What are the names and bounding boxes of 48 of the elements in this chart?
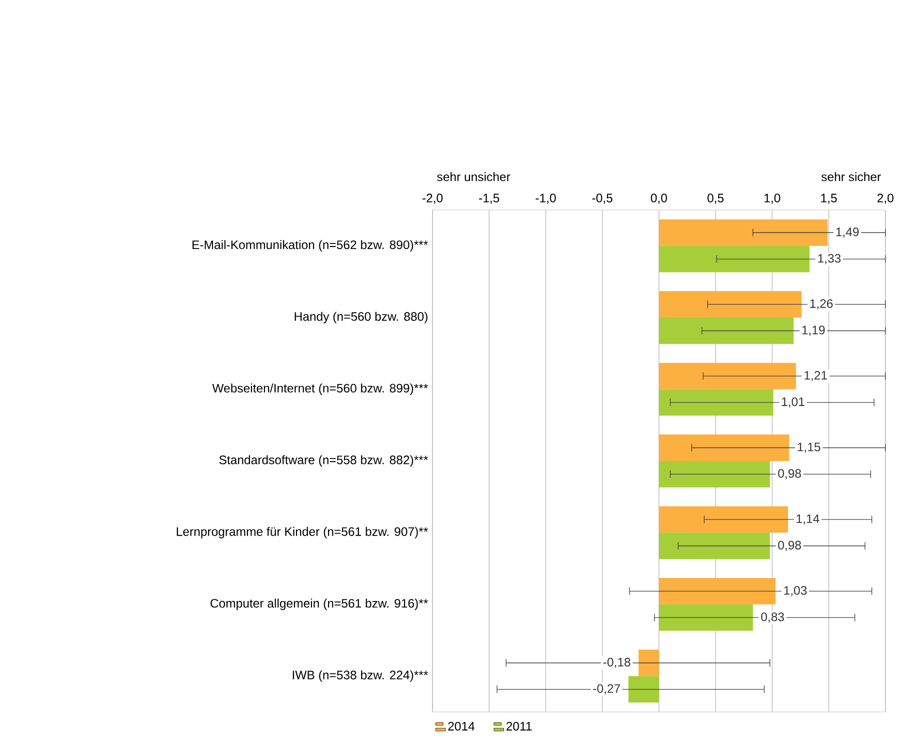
data-label: 1,21 — [804, 370, 827, 382]
data-label: 1,14 — [796, 514, 820, 524]
data-label: 0,83 — [761, 612, 784, 623]
data-label: 1,19 — [802, 326, 825, 336]
x-tick-label: 0,0 — [650, 194, 667, 204]
x-tick-label: -0,5 — [592, 194, 612, 204]
legend-label: 2014 — [448, 722, 475, 731]
bar — [658, 291, 802, 318]
data-label: 1,03 — [784, 586, 807, 596]
bar — [658, 362, 796, 390]
bar — [658, 219, 828, 246]
x-tick-label: 1,5 — [821, 194, 837, 204]
data-label: -0,18 — [603, 658, 630, 668]
bar — [658, 460, 770, 488]
y-tick-label: E-Mail-Kommunikation (n=562 bzw. 890)*** — [192, 240, 428, 252]
data-label: 0,98 — [778, 469, 801, 480]
text: sehr unsicher — [437, 172, 510, 182]
x-tick-label: -1,5 — [479, 194, 500, 204]
bar — [658, 434, 790, 461]
y-tick-label: Standardsoftware (n=558 bzw. 882)*** — [219, 455, 428, 467]
data-label: 1,15 — [798, 442, 820, 453]
y-tick-label: Computer allgemein (n=561 bzw. 916)** — [210, 598, 428, 610]
x-tick-label: 0,5 — [708, 194, 724, 204]
data-label: 0,98 — [778, 540, 801, 551]
x-tick-label: 2,0 — [877, 194, 894, 204]
x-tick-label: -2,0 — [422, 194, 443, 204]
x-tick-label: 1,0 — [764, 194, 780, 204]
bar — [658, 532, 770, 560]
y-tick-label: Lernprogramme für Kinder (n=561 bzw. 907)** — [176, 526, 428, 538]
data-label: 1,01 — [782, 397, 804, 408]
text: sehr sicher — [821, 172, 881, 182]
x-tick-label: -1,0 — [536, 194, 556, 204]
data-label: 1,33 — [818, 254, 841, 264]
data-label: 1,26 — [810, 299, 833, 310]
bar — [638, 650, 659, 676]
bar — [628, 676, 659, 702]
bar — [658, 318, 794, 344]
data-label: -0,27 — [593, 684, 620, 694]
y-tick-label: IWB (n=538 bzw. 224)*** — [292, 670, 428, 682]
legend-label: 2011 — [506, 722, 532, 731]
y-tick-label: Webseiten/Internet (n=560 bzw. 899)*** — [212, 383, 428, 395]
y-tick-label: Handy (n=560 bzw. 880) — [294, 312, 428, 324]
bar — [658, 506, 788, 533]
bar — [658, 389, 774, 416]
bar — [658, 604, 753, 631]
data-label: 1,49 — [836, 228, 859, 238]
bar — [658, 246, 810, 272]
bar — [658, 578, 776, 604]
